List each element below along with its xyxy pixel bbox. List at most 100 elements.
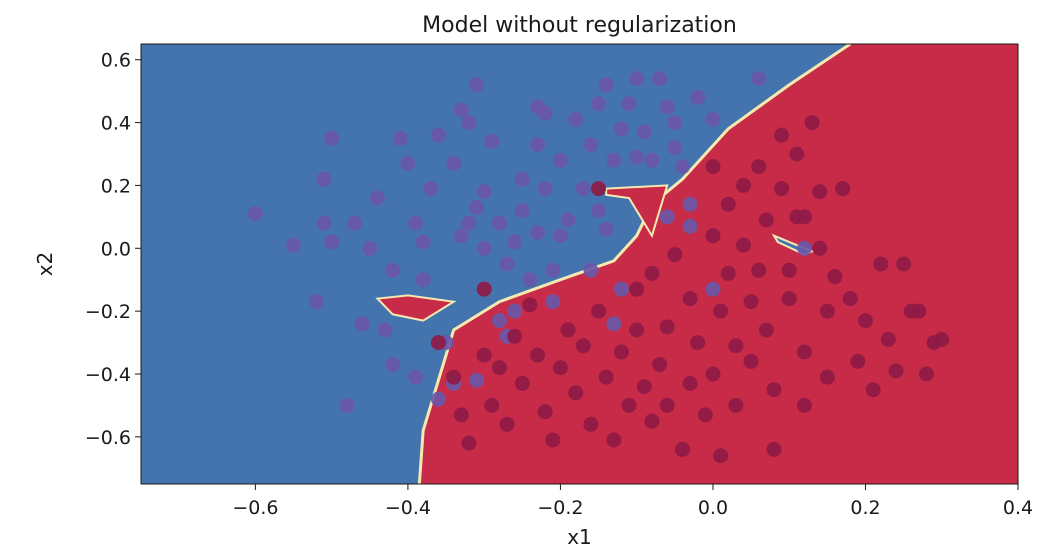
point-blue <box>408 369 424 385</box>
point-blue <box>247 206 263 222</box>
point-blue <box>491 313 507 329</box>
point-blue <box>659 99 675 115</box>
point-red <box>758 322 774 338</box>
point-red <box>560 322 576 338</box>
decision-boundary-line <box>417 44 852 484</box>
point-blue <box>507 234 523 250</box>
point-red <box>766 441 782 457</box>
point-blue <box>545 262 561 278</box>
point-blue <box>453 102 469 118</box>
point-red <box>720 196 736 212</box>
point-red <box>598 369 614 385</box>
point-red <box>896 256 912 272</box>
point-blue <box>659 209 675 225</box>
point-red <box>491 360 507 376</box>
point-blue <box>568 111 584 127</box>
point-blue <box>286 237 302 253</box>
point-blue <box>575 181 591 197</box>
point-blue <box>598 221 614 237</box>
point-red <box>568 385 584 401</box>
point-blue <box>636 124 652 140</box>
point-red <box>720 265 736 281</box>
point-blue <box>674 159 690 175</box>
point-red <box>774 127 790 143</box>
point-blue <box>613 281 629 297</box>
point-blue <box>324 130 340 146</box>
point-red <box>446 369 462 385</box>
point-blue <box>591 203 607 219</box>
point-red <box>781 291 797 307</box>
point-red <box>705 159 721 175</box>
point-blue <box>385 357 401 373</box>
point-red <box>827 269 843 285</box>
point-blue <box>621 96 637 112</box>
point-blue <box>400 155 416 171</box>
point-blue <box>705 281 721 297</box>
point-blue <box>530 225 546 241</box>
point-red <box>674 441 690 457</box>
point-blue <box>629 71 645 87</box>
point-blue <box>613 121 629 137</box>
y-axis-label: x2 <box>33 252 57 277</box>
point-red <box>796 344 812 360</box>
point-blue <box>476 240 492 256</box>
point-blue <box>591 96 607 112</box>
point-blue <box>430 127 446 143</box>
chart-title: Model without regularization <box>422 13 737 38</box>
point-red <box>613 344 629 360</box>
point-red <box>530 347 546 363</box>
point-blue <box>469 199 485 215</box>
point-red <box>636 379 652 395</box>
y-tick-label: 0.6 <box>101 50 131 72</box>
point-blue <box>347 215 363 231</box>
point-blue <box>469 372 485 388</box>
point-red <box>659 397 675 413</box>
point-red <box>850 353 866 369</box>
point-red <box>743 353 759 369</box>
point-blue <box>491 215 507 231</box>
point-blue <box>461 115 477 131</box>
point-red <box>591 303 607 319</box>
point-blue <box>392 130 408 146</box>
point-red <box>430 335 446 351</box>
point-red <box>888 363 904 379</box>
point-red <box>804 115 820 131</box>
point-red <box>697 407 713 423</box>
point-blue <box>682 196 698 212</box>
x-axis: −0.6 −0.4 −0.2 0.0 0.2 0.4 <box>232 484 1033 519</box>
point-red <box>774 181 790 197</box>
point-red <box>796 397 812 413</box>
point-blue <box>324 234 340 250</box>
point-red <box>751 159 767 175</box>
point-red <box>499 416 515 432</box>
point-red <box>652 357 668 373</box>
x-tick-label: −0.2 <box>537 497 583 519</box>
point-red <box>476 281 492 297</box>
point-red <box>453 407 469 423</box>
point-blue <box>499 256 515 272</box>
point-red <box>728 397 744 413</box>
point-red <box>659 319 675 335</box>
point-red <box>522 297 538 313</box>
point-blue <box>430 391 446 407</box>
point-red <box>591 181 607 197</box>
point-blue <box>606 152 622 168</box>
point-red <box>728 338 744 354</box>
point-blue <box>629 149 645 165</box>
point-red <box>713 448 729 464</box>
point-blue <box>751 71 767 87</box>
point-blue <box>484 133 500 149</box>
point-red <box>873 256 889 272</box>
point-blue <box>514 203 530 219</box>
x-axis-label: x1 <box>567 525 592 549</box>
point-red <box>461 435 477 451</box>
point-red <box>781 262 797 278</box>
x-tick-label: 0.2 <box>850 497 880 519</box>
point-blue <box>408 215 424 231</box>
point-blue <box>453 228 469 244</box>
x-tick-label: 0.4 <box>1003 497 1033 519</box>
point-red <box>583 416 599 432</box>
point-red <box>537 404 553 420</box>
point-blue <box>652 71 668 87</box>
